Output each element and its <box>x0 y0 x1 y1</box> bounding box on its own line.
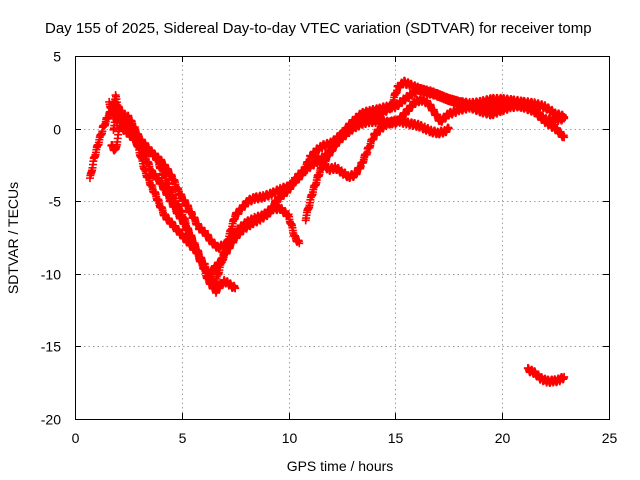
y-tick-label: 0 <box>53 122 61 138</box>
x-tick-label: 15 <box>388 430 404 446</box>
y-tick-label: -10 <box>41 267 61 283</box>
y-tick-label: -5 <box>49 194 62 210</box>
data-point-marker <box>560 114 569 123</box>
data-point-marker <box>295 239 304 248</box>
plot-frame <box>75 56 610 420</box>
x-tick-label: 5 <box>179 430 187 446</box>
axis-ticks <box>75 56 610 420</box>
x-tick-label: 10 <box>282 430 298 446</box>
data-point-marker <box>231 284 240 293</box>
series-track-d <box>105 97 304 253</box>
y-tick-label: -20 <box>41 412 61 428</box>
x-axis-label: GPS time / hours <box>287 458 394 474</box>
y-tick-label: -15 <box>41 339 61 355</box>
x-tick-label: 20 <box>495 430 511 446</box>
y-tick-label: 5 <box>53 49 61 65</box>
grid <box>75 56 609 419</box>
y-axis-label: SDTVAR / TECUs <box>5 182 21 294</box>
data-point-marker <box>560 133 569 142</box>
data-point-marker <box>560 372 569 381</box>
series-track-f <box>312 115 453 182</box>
x-tick-label: 25 <box>602 430 618 446</box>
chart-title: Day 155 of 2025, Sidereal Day-to-day VTE… <box>45 20 592 37</box>
data-point-marker <box>444 124 453 133</box>
axis-tick-labels: 0 5 10 15 20 25 5 0 -5 -10 -15 -20 <box>41 49 618 447</box>
data-points <box>85 76 569 387</box>
x-tick-label: 0 <box>72 430 80 446</box>
series-track-g <box>523 364 569 387</box>
